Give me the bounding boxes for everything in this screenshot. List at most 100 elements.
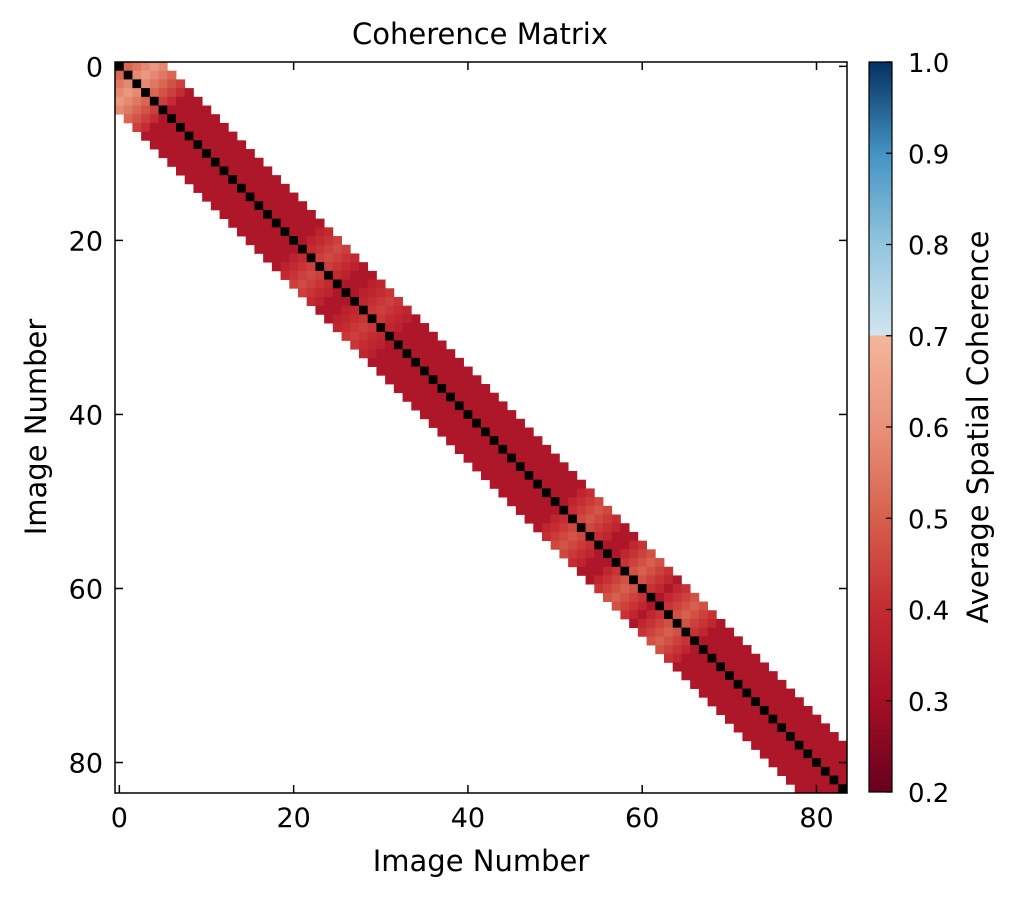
heatmap-cell: [533, 471, 543, 481]
heatmap-cell: [742, 679, 752, 689]
heatmap-cell: [794, 775, 804, 785]
heatmap-cell: [498, 410, 508, 420]
heatmap-cell: [123, 114, 133, 124]
heatmap-cell: [176, 114, 186, 124]
heatmap-cell: [646, 601, 656, 611]
heatmap-cell: [690, 671, 700, 681]
heatmap-cell: [149, 70, 159, 80]
heatmap-cell: [254, 166, 264, 176]
heatmap-cell: [158, 105, 168, 115]
heatmap-cell: [271, 175, 281, 185]
heatmap-cell: [542, 505, 552, 515]
x-tick-label: 60: [625, 803, 659, 834]
heatmap-cell: [820, 740, 830, 750]
heatmap-cell: [193, 140, 203, 150]
heatmap-cell: [751, 705, 761, 716]
heatmap-cell: [629, 592, 639, 602]
heatmap-cell: [542, 479, 552, 489]
heatmap-cell: [341, 305, 351, 315]
heatmap-cell: [306, 262, 316, 272]
heatmap-cell: [428, 349, 438, 359]
heatmap-cell: [481, 401, 491, 411]
heatmap-cell: [411, 357, 421, 367]
heatmap-cell: [603, 566, 613, 576]
heatmap-cell: [245, 183, 255, 193]
heatmap-cell: [690, 601, 700, 611]
heatmap-cell: [393, 314, 403, 324]
heatmap-cell: [332, 305, 342, 315]
heatmap-cell: [472, 453, 482, 463]
heatmap-cell: [777, 688, 787, 698]
heatmap-cell: [768, 705, 778, 716]
heatmap-cell: [385, 305, 395, 315]
heatmap-cell: [158, 96, 168, 106]
heatmap-cell: [158, 122, 168, 133]
heatmap-cell: [768, 732, 778, 742]
heatmap-cell: [228, 175, 238, 185]
heatmap-cell: [210, 114, 220, 124]
y-axis-label: Image Number: [19, 319, 53, 536]
heatmap-cell: [411, 375, 421, 385]
heatmap-cell: [271, 192, 281, 202]
heatmap-cell: [707, 679, 717, 689]
heatmap-cell: [550, 488, 560, 498]
heatmap-cell: [437, 366, 447, 376]
heatmap-cell: [489, 410, 499, 420]
heatmap-cell: [193, 122, 203, 133]
heatmap-cell: [751, 662, 761, 672]
heatmap-cell: [803, 723, 813, 733]
heatmap-cell: [594, 540, 604, 550]
heatmap-cell: [332, 323, 342, 333]
heatmap-cell: [751, 653, 761, 663]
heatmap-cell: [332, 253, 342, 263]
heatmap-cell: [437, 383, 447, 394]
heatmap-cell: [454, 401, 464, 411]
heatmap-cell: [115, 79, 125, 89]
heatmap-cell: [611, 566, 621, 576]
heatmap-cell: [542, 488, 552, 498]
heatmap-cell: [594, 523, 604, 533]
heatmap-cell: [123, 88, 133, 98]
heatmap-cell: [707, 645, 717, 655]
heatmap-cell: [332, 314, 342, 324]
heatmap-cell: [716, 671, 726, 681]
heatmap-cell: [446, 418, 456, 428]
heatmap-cell: [158, 114, 168, 124]
heatmap-cell: [594, 497, 604, 507]
heatmap-cell: [742, 697, 752, 707]
heatmap-cell: [141, 70, 151, 80]
heatmap-cell: [742, 671, 752, 681]
heatmap-cell: [254, 192, 264, 202]
heatmap-cell: [550, 505, 560, 515]
heatmap-cell: [254, 183, 264, 193]
heatmap-cell: [428, 418, 438, 428]
heatmap-cell: [559, 531, 569, 542]
heatmap-cell: [437, 418, 447, 428]
heatmap-cell: [751, 740, 761, 750]
heatmap-cell: [533, 479, 543, 489]
heatmap-cell: [298, 262, 308, 272]
heatmap-cell: [350, 253, 360, 263]
heatmap-cell: [219, 122, 229, 133]
heatmap-cell: [498, 488, 508, 498]
heatmap-cell: [515, 436, 525, 446]
heatmap-cell: [559, 514, 569, 524]
x-tick-label: 20: [276, 803, 310, 834]
heatmap-cell: [298, 270, 308, 280]
heatmap-cell: [289, 262, 299, 272]
heatmap-cell: [550, 540, 560, 550]
heatmap-cell: [350, 296, 360, 307]
heatmap-cell: [542, 462, 552, 472]
heatmap-cell: [646, 584, 656, 594]
heatmap-cell: [376, 305, 386, 315]
heatmap-cell: [803, 732, 813, 742]
heatmap-cell: [672, 592, 682, 602]
heatmap-cell: [332, 279, 342, 289]
heatmap-cell: [559, 471, 569, 481]
heatmap-cell: [646, 636, 656, 646]
colorbar-tick-label: 0.2: [908, 779, 949, 809]
heatmap-cell: [707, 610, 717, 620]
heatmap-cell: [733, 653, 743, 663]
heatmap-cell: [184, 140, 194, 150]
